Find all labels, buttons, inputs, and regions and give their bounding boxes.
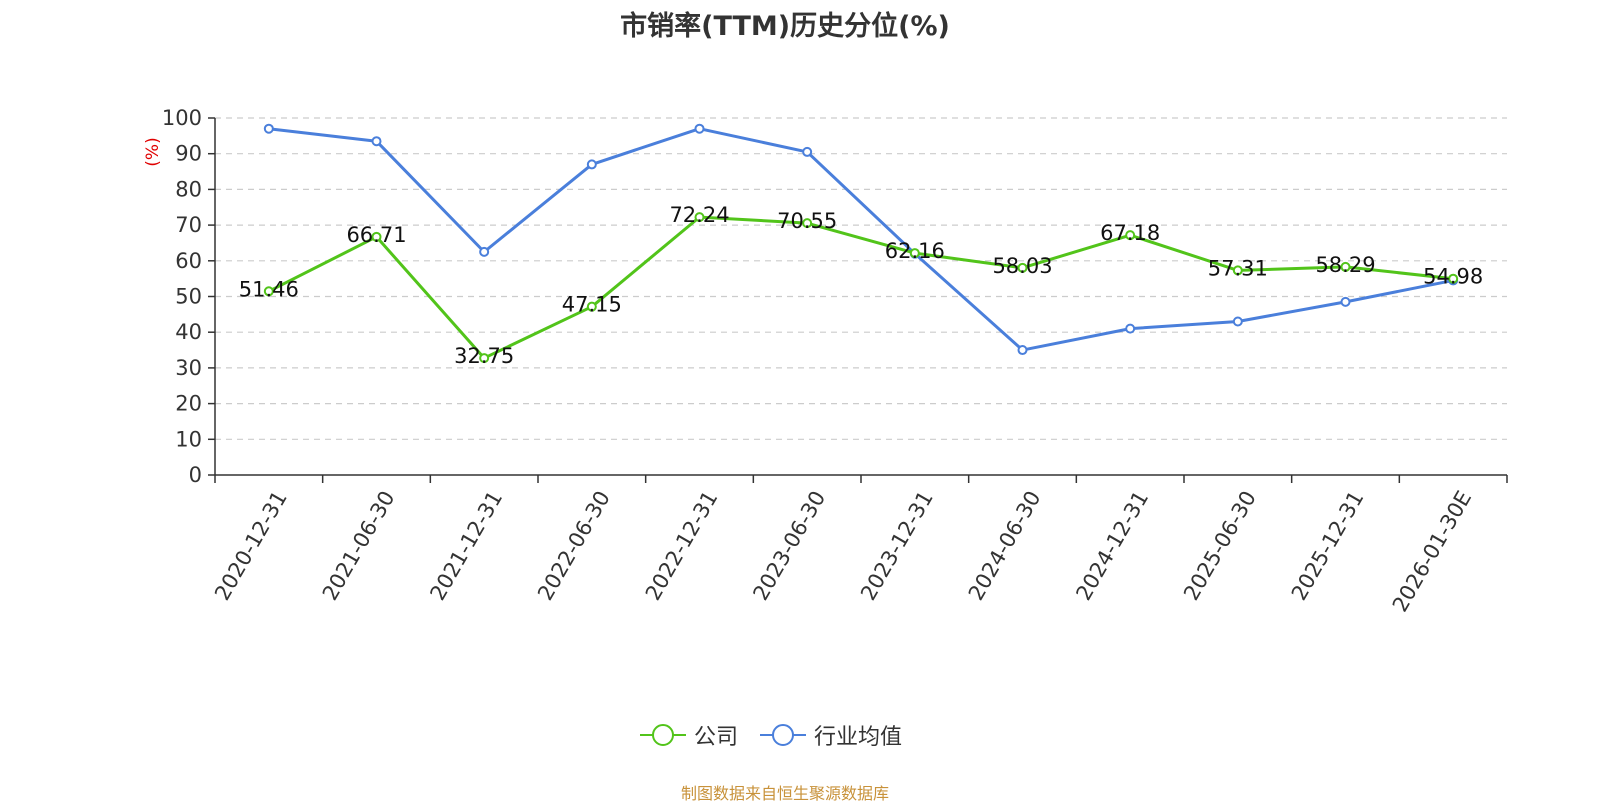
- data-point-industry: [1340, 296, 1351, 307]
- x-tick-label: 2025-12-31: [1287, 487, 1369, 605]
- data-label: 72.24: [669, 203, 729, 227]
- x-tick-label: 2022-12-31: [641, 487, 723, 605]
- legend-label-industry: 行业均值: [814, 725, 903, 750]
- legend-label-company: 公司: [694, 725, 739, 750]
- data-label: 58.29: [1315, 253, 1375, 277]
- data-label: 57.31: [1208, 256, 1268, 280]
- data-point-industry: [1125, 323, 1136, 334]
- source-note: 制图数据来自恒生聚源数据库: [680, 784, 889, 803]
- y-tick-label: 70: [175, 213, 202, 237]
- data-label: 51.46: [239, 277, 299, 301]
- data-point-company: [1125, 230, 1136, 241]
- data-label: 47.15: [562, 293, 622, 317]
- data-labels: 51.46 66.71 32.75 47.15 72.24 70.55 62.16 58.03…: [239, 203, 1483, 368]
- data-point-company: [694, 212, 705, 223]
- data-point-company: [802, 218, 813, 229]
- x-tick-label: 2026-01-30E: [1388, 487, 1476, 616]
- legend-item-company[interactable]: 公司: [640, 719, 738, 751]
- legend-item-industry[interactable]: 行业均值: [760, 719, 902, 751]
- data-label: 54.98: [1423, 265, 1483, 289]
- data-point-company: [1232, 265, 1243, 276]
- y-tick-label: 0: [189, 463, 202, 487]
- axes: 0 10 20 30 40 50 60 70 80 90 100 2020-12-31 2021-06-…: [162, 106, 1508, 616]
- data-point-industry: [371, 136, 382, 147]
- x-tick-label: 2022-06-30: [533, 487, 615, 605]
- x-tick-label: 2023-12-31: [856, 487, 938, 605]
- y-axis-label: (%): [143, 137, 163, 166]
- industry-legend-icon: [760, 724, 807, 746]
- data-point-company: [909, 248, 920, 259]
- data-point-industry: [1232, 316, 1243, 327]
- y-tick-label: 20: [175, 392, 202, 416]
- series-line-industry: [268, 127, 1454, 352]
- y-tick-label: 80: [175, 177, 202, 201]
- data-point-company: [1448, 273, 1459, 284]
- data-point-industry: [263, 123, 274, 134]
- chart-title: 市销率(TTM)历史分位(%): [620, 11, 950, 42]
- data-point-industry: [1017, 345, 1028, 356]
- data-point-industry: [479, 246, 490, 257]
- y-tick-label: 40: [175, 320, 202, 344]
- x-tick-label: 2023-06-30: [748, 487, 830, 605]
- x-tick-label: 2021-06-30: [318, 487, 400, 605]
- data-point-company: [371, 231, 382, 242]
- data-point-industry: [694, 123, 705, 134]
- grid-lines: [215, 117, 1507, 440]
- data-label: 66.71: [346, 223, 406, 247]
- data-point-company: [263, 286, 274, 297]
- data-label: 58.03: [992, 254, 1052, 278]
- y-tick-label: 60: [175, 249, 202, 273]
- data-label: 62.16: [885, 239, 945, 263]
- y-tick-label: 30: [175, 356, 202, 380]
- x-tick-label: 2020-12-31: [210, 487, 292, 605]
- series-line-company: [268, 215, 1454, 360]
- data-point-company: [1017, 262, 1028, 273]
- x-tick-label: 2025-06-30: [1179, 487, 1261, 605]
- y-tick-label: 10: [175, 427, 202, 451]
- y-tick-label: 100: [162, 106, 202, 130]
- data-label: 32.75: [454, 344, 514, 368]
- data-point-industry: [802, 146, 813, 157]
- data-point-company: [479, 353, 490, 364]
- y-tick-label: 90: [175, 142, 202, 166]
- data-point-company: [586, 301, 597, 312]
- y-tick-label: 50: [175, 285, 202, 309]
- company-legend-icon: [640, 724, 686, 746]
- x-tick-label: 2021-12-31: [425, 487, 507, 605]
- legend: 公司 行业均值: [640, 718, 924, 752]
- x-tick-label: 2024-12-31: [1071, 487, 1153, 605]
- data-label: 70.55: [777, 209, 837, 233]
- data-point-industry: [586, 159, 597, 170]
- x-tick-label: 2024-06-30: [964, 487, 1046, 605]
- data-label: 67.18: [1100, 221, 1160, 245]
- data-point-company: [1340, 261, 1351, 272]
- series-layer: [263, 123, 1459, 364]
